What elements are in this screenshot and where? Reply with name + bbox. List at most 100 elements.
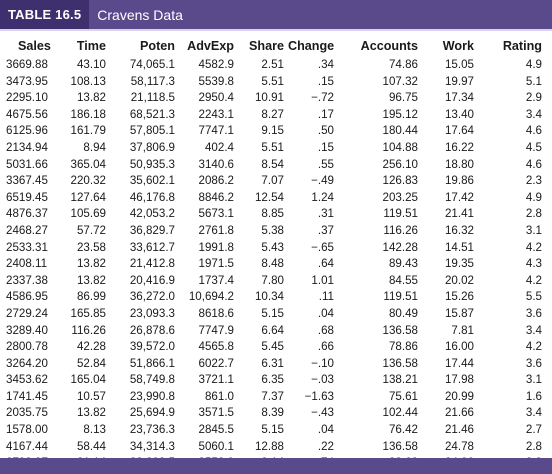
cell-accounts: 84.55 <box>388 273 418 287</box>
table-row: 2408.11 13.82 21,412.8 1971.5 8.48 .64 89.43 19… <box>0 256 552 273</box>
cell-advexp: 5539.8 <box>198 74 234 88</box>
cell-poten: 50,935.3 <box>129 157 175 171</box>
cell-advexp: 402.4 <box>204 140 234 154</box>
cell-work: 17.44 <box>444 356 474 370</box>
cell-change: .34 <box>317 58 334 71</box>
cell-rating: 2.8 <box>525 207 542 221</box>
cell-time: 365.04 <box>70 157 106 171</box>
cell-poten: 23,736.3 <box>129 423 175 437</box>
cell-poten: 46,176.8 <box>129 190 175 204</box>
table-row: 4675.56 186.18 68,521.3 2243.1 8.27 .17 195.12… <box>0 107 552 124</box>
cell-time: 165.04 <box>70 373 106 387</box>
header-row: Sales Time Poten AdvExp Share Change Acc… <box>0 35 552 57</box>
cell-accounts: 74.86 <box>388 58 418 71</box>
cell-rating: 1.6 <box>525 389 542 403</box>
cell-share: 5.45 <box>261 340 284 354</box>
cell-change: .31 <box>317 207 334 221</box>
cell-rating: 4.2 <box>525 340 542 354</box>
cell-accounts: 136.58 <box>382 323 418 337</box>
cell-share: 12.88 <box>254 439 284 453</box>
cell-share: 7.37 <box>261 389 284 403</box>
cell-time: 13.82 <box>76 406 106 420</box>
table-row: 6519.45 127.64 46,176.8 8846.2 12.54 1.24 203.… <box>0 190 552 207</box>
cell-work: 16.00 <box>444 340 474 354</box>
cell-work: 17.98 <box>444 373 474 387</box>
table-row: 1741.45 10.57 23,990.8 861.0 7.37 −1.63 75.61 2… <box>0 389 552 406</box>
cell-accounts: 119.51 <box>383 290 418 304</box>
cell-sales: 2337.38 <box>6 273 48 287</box>
cell-accounts: 136.58 <box>382 356 418 370</box>
cell-time: 105.69 <box>70 207 106 221</box>
cell-sales: 2533.31 <box>6 240 48 254</box>
cell-accounts: 76.42 <box>388 423 418 437</box>
cell-poten: 33,612.7 <box>129 240 175 254</box>
cell-change: −1.63 <box>304 389 334 403</box>
cell-time: 220.32 <box>70 174 106 188</box>
cell-change: −.10 <box>311 356 334 370</box>
cell-change: .68 <box>317 323 334 337</box>
cell-sales: 6519.45 <box>6 190 48 204</box>
cell-change: −.49 <box>311 174 334 188</box>
cell-advexp: 861.0 <box>204 389 234 403</box>
cell-rating: 3.6 <box>525 356 542 370</box>
cell-poten: 36,272.0 <box>129 290 175 304</box>
cell-poten: 34,314.3 <box>129 439 175 453</box>
cell-advexp: 1971.5 <box>198 257 234 271</box>
cell-change: .04 <box>317 306 334 320</box>
table-row: 3453.62 165.04 58,749.8 3721.1 6.35 −.03 138.2… <box>0 372 552 389</box>
cell-rating: 4.6 <box>525 157 542 171</box>
column-header-change: Change <box>288 39 335 53</box>
cell-change: −.65 <box>311 240 334 254</box>
cell-poten: 51,866.1 <box>129 356 175 370</box>
cell-work: 7.81 <box>451 323 474 337</box>
cell-sales: 2134.94 <box>6 140 48 154</box>
cell-sales: 2729.24 <box>6 306 48 320</box>
table-row: 2800.78 42.28 39,572.0 4565.8 5.45 .66 78.86 16… <box>0 339 552 356</box>
table-row: 2035.75 13.82 25,694.9 3571.5 8.39 −.43 102.44… <box>0 405 552 422</box>
cell-work: 17.64 <box>444 124 474 138</box>
cell-accounts: 126.83 <box>382 174 418 188</box>
cell-accounts: 104.88 <box>382 140 418 154</box>
cell-time: 186.18 <box>70 107 106 121</box>
column-header-poten: Poten <box>140 39 175 53</box>
cell-poten: 58,117.3 <box>130 74 175 88</box>
cell-advexp: 4565.8 <box>198 340 234 354</box>
cell-work: 20.02 <box>444 273 474 287</box>
cell-sales: 3289.40 <box>6 323 48 337</box>
table-row: 2533.31 23.58 33,612.7 1991.8 5.43 −.65 142.28… <box>0 240 552 257</box>
cell-work: 19.35 <box>444 257 474 271</box>
cell-change: .15 <box>317 74 334 88</box>
cell-accounts: 180.44 <box>382 124 418 138</box>
cell-advexp: 5673.1 <box>198 207 234 221</box>
cell-work: 21.41 <box>444 207 474 221</box>
cell-advexp: 3140.6 <box>198 157 234 171</box>
cell-sales: 5031.66 <box>6 157 48 171</box>
cell-advexp: 8846.2 <box>198 190 234 204</box>
cell-work: 14.51 <box>444 240 474 254</box>
table-row: 2134.94 8.94 37,806.9 402.4 5.51 .15 104.88 16.… <box>0 140 552 157</box>
cell-accounts: 96.75 <box>388 91 418 105</box>
cell-poten: 37,806.9 <box>129 140 175 154</box>
cell-advexp: 3571.5 <box>198 406 234 420</box>
column-header-sales: Sales <box>18 39 51 53</box>
cell-time: 13.82 <box>76 91 106 105</box>
cell-time: 13.82 <box>76 273 106 287</box>
cell-advexp: 7747.9 <box>198 323 234 337</box>
cell-time: 8.13 <box>83 423 106 437</box>
cell-sales: 1741.45 <box>6 389 48 403</box>
cell-rating: 2.9 <box>525 91 542 105</box>
cell-advexp: 8618.6 <box>198 306 234 320</box>
cell-rating: 4.5 <box>525 140 542 154</box>
table-row: 3473.95 108.13 58,117.3 5539.8 5.51 .15 107.32… <box>0 74 552 91</box>
cell-advexp: 6022.7 <box>198 356 234 370</box>
cell-poten: 35,602.1 <box>129 174 175 188</box>
cell-advexp: 1737.4 <box>198 273 234 287</box>
cell-share: 5.38 <box>261 223 284 237</box>
cell-sales: 3473.95 <box>6 74 48 88</box>
cell-share: 7.07 <box>261 174 284 188</box>
cell-rating: 4.9 <box>525 58 542 71</box>
cell-sales: 3453.62 <box>6 373 48 387</box>
cell-rating: 4.9 <box>525 190 542 204</box>
cell-sales: 4586.95 <box>6 290 48 304</box>
cell-share: 8.48 <box>261 257 284 271</box>
